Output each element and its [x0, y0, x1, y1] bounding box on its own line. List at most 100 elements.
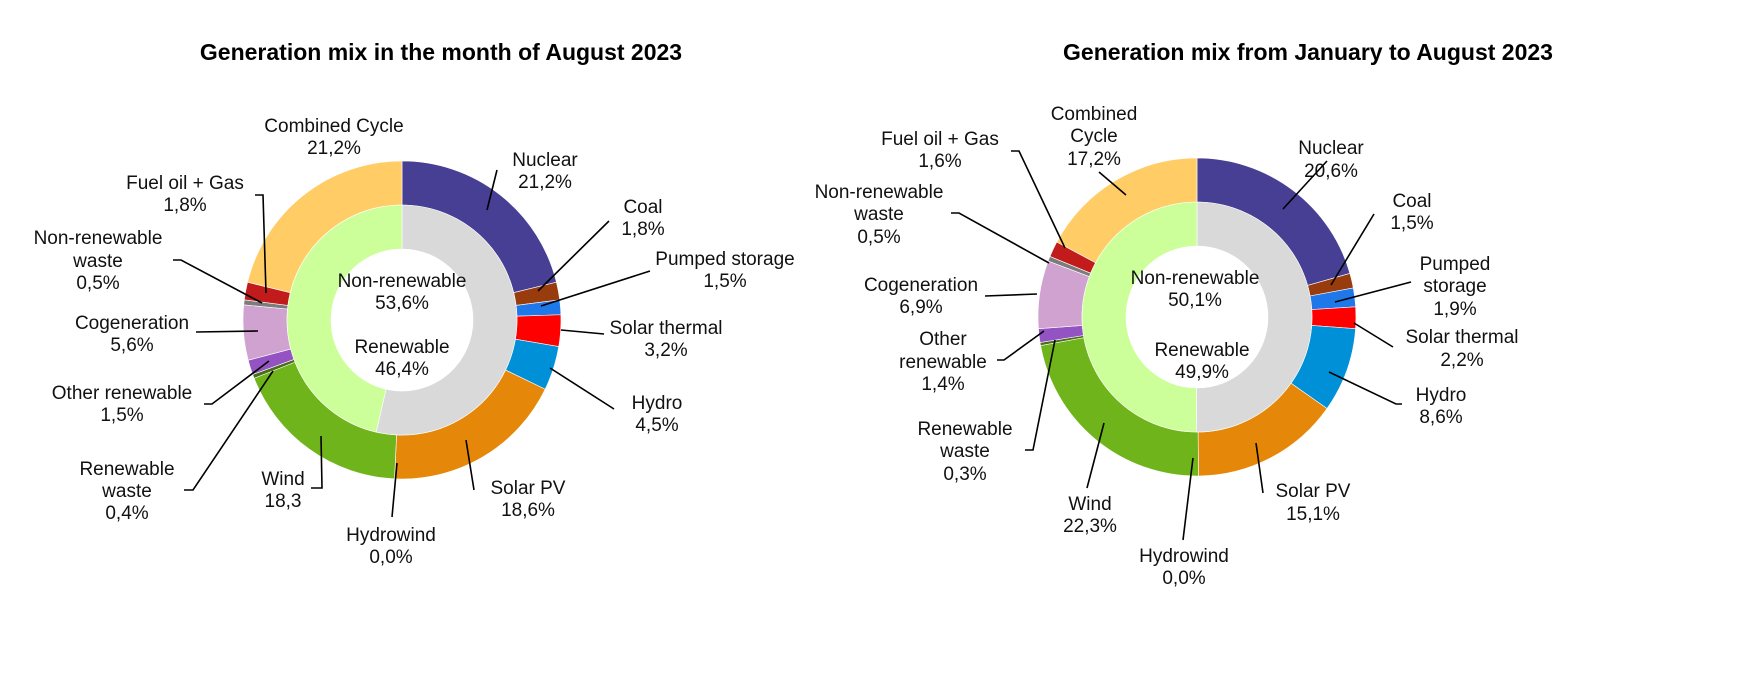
slice-label-non-renewable-waste: waste: [853, 204, 904, 225]
slice-label-pumped-storage: Pumped: [1420, 254, 1491, 275]
slice-label-other-renewable: Other renewable: [52, 383, 192, 404]
slice-label-cogeneration: Cogeneration: [864, 275, 978, 296]
leader-line-solar-thermal: [560, 329, 605, 335]
slice-label-renewable-waste: Renewable: [917, 419, 1012, 440]
slice-label-hydro: Hydro: [632, 393, 683, 414]
slice-label-cogeneration: Cogeneration: [75, 313, 189, 334]
inner-label-value: 49,9%: [1175, 362, 1229, 383]
slice-value-nuclear: 21,2%: [518, 172, 572, 193]
leader-line-fuel-oil-gas: [255, 194, 267, 294]
slice-value-solar-thermal: 2,2%: [1440, 350, 1483, 371]
leader-line-hydrowind: [1182, 457, 1194, 541]
slice-label-combined-cycle: Combined Cycle: [264, 116, 403, 137]
inner-label-name: Renewable: [1154, 340, 1249, 361]
leader-line-nuclear: [1282, 160, 1328, 210]
slice-value-coal: 1,8%: [621, 219, 664, 240]
inner-slice-non-renewable: [375, 204, 518, 436]
slice-label-renewable-waste: waste: [101, 481, 152, 502]
leader-line-cogeneration: [984, 293, 1038, 297]
leader-line-non-renewable-waste: [173, 259, 263, 304]
outer-ring: [242, 160, 562, 480]
leader-line-renewable-waste: [184, 370, 274, 491]
slice-label-combined-cycle: Cycle: [1070, 126, 1118, 147]
slice-value-combined-cycle: 21,2%: [307, 138, 361, 159]
slice-value-hydro: 4,5%: [635, 415, 678, 436]
slice-value-fuel-oil-gas: 1,6%: [918, 151, 961, 172]
slice-label-wind: Wind: [261, 469, 304, 490]
slice-label-pumped-storage: storage: [1423, 276, 1486, 297]
slice-value-nuclear: 20,6%: [1304, 161, 1358, 182]
inner-ring: [286, 204, 518, 436]
leader-line-solar-thermal: [1353, 322, 1394, 348]
chart-title: Generation mix in the month of August 20…: [200, 39, 682, 65]
leader-line-combined-cycle: [1098, 171, 1127, 196]
slice-label-non-renewable-waste: waste: [72, 251, 123, 272]
slice-value-wind: 22,3%: [1063, 516, 1117, 537]
inner-label-name: Renewable: [354, 337, 449, 358]
slice-value-solar-pv: 18,6%: [501, 500, 555, 521]
leader-line-wind: [311, 435, 323, 489]
leader-line-coal: [1330, 213, 1375, 286]
leader-line-solar-pv: [1255, 442, 1264, 494]
outer-ring: [1037, 157, 1357, 477]
leader-line-other-renewable: [997, 330, 1045, 361]
slice-value-hydrowind: 0,0%: [369, 547, 412, 568]
slice-value-pumped-storage: 1,5%: [703, 271, 746, 292]
slice-label-other-renewable: Other: [919, 329, 967, 350]
inner-label-value: 46,4%: [375, 359, 429, 380]
slice-label-non-renewable-waste: Non-renewable: [815, 182, 944, 203]
inner-label-value: 50,1%: [1168, 290, 1222, 311]
leader-line-wind: [1086, 422, 1105, 489]
slice-label-other-renewable: renewable: [899, 352, 987, 373]
slice-label-hydrowind: Hydrowind: [1139, 546, 1229, 567]
slice-value-hydrowind: 0,0%: [1162, 568, 1205, 589]
leader-line-renewable-waste: [1025, 339, 1056, 451]
slice-value-combined-cycle: 17,2%: [1067, 149, 1121, 170]
leader-line-nuclear: [486, 169, 498, 211]
leader-line-pumped-storage: [1334, 281, 1412, 303]
slice-value-coal: 1,5%: [1390, 213, 1433, 234]
slice-value-fuel-oil-gas: 1,8%: [163, 195, 206, 216]
inner-ring: [1081, 201, 1313, 433]
leader-line-cogeneration: [195, 330, 259, 333]
leader-line-fuel-oil-gas: [1011, 150, 1066, 249]
slice-label-solar-thermal: Solar thermal: [610, 318, 723, 339]
slice-value-solar-thermal: 3,2%: [644, 340, 687, 361]
inner-slice-renewable: [286, 204, 403, 433]
leader-line-hydro: [1328, 371, 1402, 405]
slice-label-fuel-oil-gas: Fuel oil + Gas: [881, 129, 999, 150]
slice-label-solar-pv: Solar PV: [491, 478, 566, 499]
slice-label-solar-pv: Solar PV: [1276, 481, 1351, 502]
slice-label-renewable-waste: Renewable: [79, 459, 174, 480]
slice-label-hydro: Hydro: [1416, 385, 1467, 406]
chart-jan-aug-2023: Generation mix from January to August 20…: [815, 39, 1553, 589]
slice-value-non-renewable-waste: 0,5%: [857, 227, 900, 248]
leader-line-pumped-storage: [540, 270, 651, 307]
slice-label-renewable-waste: waste: [939, 441, 990, 462]
slice-value-hydro: 8,6%: [1419, 407, 1462, 428]
inner-label-name: Non-renewable: [338, 271, 467, 292]
slice-label-nuclear: Nuclear: [512, 150, 578, 171]
slice-value-cogeneration: 5,6%: [110, 335, 153, 356]
outer-slice-solar-thermal: [1311, 306, 1357, 330]
slice-value-other-renewable: 1,5%: [100, 405, 143, 426]
chart-title: Generation mix from January to August 20…: [1063, 39, 1553, 65]
slice-value-non-renewable-waste: 0,5%: [76, 273, 119, 294]
inner-label-value: 53,6%: [375, 293, 429, 314]
slice-label-combined-cycle: Combined: [1051, 104, 1138, 125]
slice-value-renewable-waste: 0,4%: [105, 503, 148, 524]
slice-value-renewable-waste: 0,3%: [943, 464, 986, 485]
leader-line-other-renewable: [204, 360, 270, 405]
slice-value-solar-pv: 15,1%: [1286, 504, 1340, 525]
chart-august-2023: Generation mix in the month of August 20…: [34, 39, 795, 568]
inner-slice-renewable: [1081, 201, 1198, 433]
slice-label-coal: Coal: [623, 197, 662, 218]
leader-line-coal: [537, 220, 610, 292]
leader-line-non-renewable-waste: [951, 212, 1050, 264]
leader-line-hydrowind: [391, 462, 398, 518]
slice-value-cogeneration: 6,9%: [899, 297, 942, 318]
